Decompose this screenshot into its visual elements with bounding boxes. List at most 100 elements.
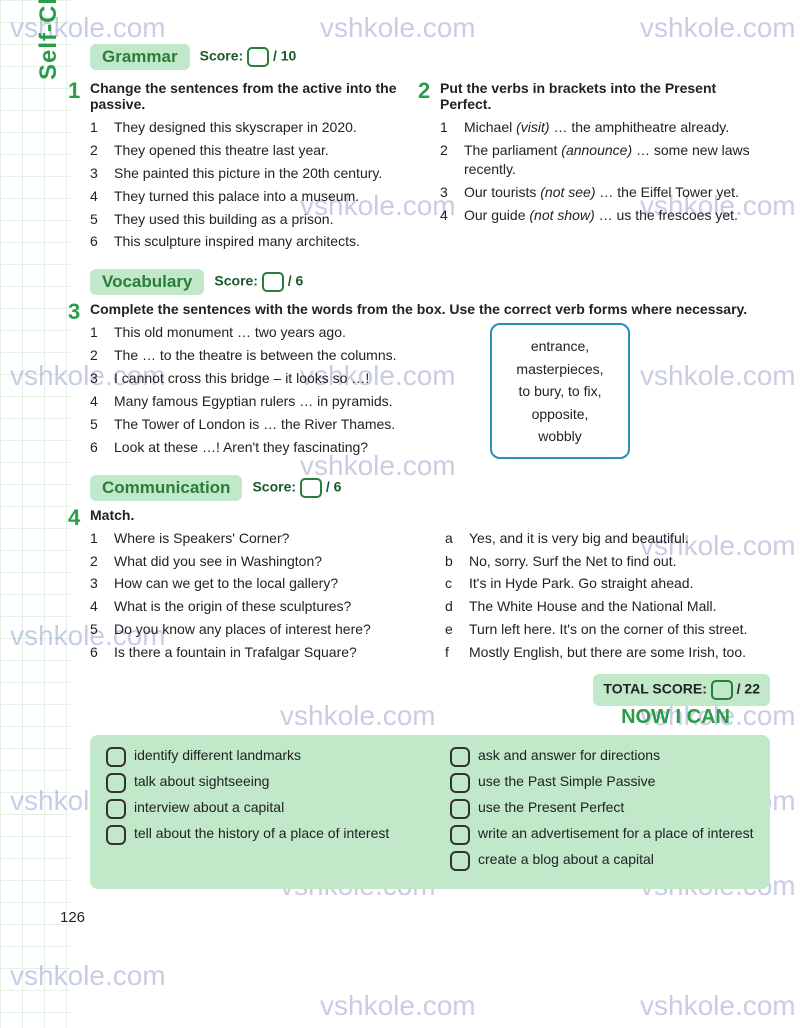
item-text: What is the origin of these sculptures? (114, 597, 415, 616)
exercise-instruction: Change the sentences from the active int… (90, 80, 420, 112)
item-text: Look at these …! Aren't they fascinating… (114, 438, 510, 457)
vocabulary-header: Vocabulary Score: / 6 (90, 269, 770, 295)
vocabulary-title: Vocabulary (90, 269, 204, 295)
list-item: 4 Our guide (not show) … us the frescoes… (440, 206, 770, 225)
match-question: 5 Do you know any places of interest her… (90, 620, 415, 639)
item-text: I cannot cross this bridge – it looks so… (114, 369, 510, 388)
item-letter: b (445, 552, 459, 571)
item-number: 6 (90, 643, 104, 662)
item-text: Yes, and it is very big and beautiful. (469, 529, 770, 548)
can-text: use the Past Simple Passive (478, 773, 655, 789)
score-label: Score: / 10 (200, 47, 297, 67)
item-number: 3 (90, 369, 104, 388)
checkbox[interactable] (106, 747, 126, 767)
item-number: 2 (90, 141, 104, 160)
can-item: interview about a capital (106, 799, 410, 819)
item-letter: d (445, 597, 459, 616)
list-item: 2 The parliament (announce) … some new l… (440, 141, 770, 179)
list-item: 6 Look at these …! Aren't they fascinati… (90, 438, 510, 457)
exercise-1: 1 Change the sentences from the active i… (90, 80, 420, 251)
item-number: 6 (90, 438, 104, 457)
can-item: ask and answer for directions (450, 747, 754, 767)
can-text: identify different landmarks (134, 747, 301, 763)
score-input-box[interactable] (262, 272, 284, 292)
checkbox[interactable] (450, 851, 470, 871)
score-input-box[interactable] (247, 47, 269, 67)
item-number: 2 (440, 141, 454, 179)
exercise-instruction: Put the verbs in brackets into the Prese… (440, 80, 770, 112)
grammar-header: Grammar Score: / 10 (90, 44, 770, 70)
item-letter: e (445, 620, 459, 639)
total-score: TOTAL SCORE: / 22 (593, 674, 770, 706)
checkbox[interactable] (106, 773, 126, 793)
item-number: 5 (90, 415, 104, 434)
can-item: use the Past Simple Passive (450, 773, 754, 793)
item-number: 2 (90, 552, 104, 571)
item-number: 1 (90, 118, 104, 137)
exercise-instruction: Match. (90, 507, 770, 523)
item-text: She painted this picture in the 20th cen… (114, 164, 420, 183)
item-number: 3 (90, 164, 104, 183)
match-question: 2 What did you see in Washington? (90, 552, 415, 571)
item-text: This old monument … two years ago. (114, 323, 510, 342)
checkbox[interactable] (450, 747, 470, 767)
exercise-number: 2 (418, 78, 430, 104)
item-number: 5 (90, 620, 104, 639)
item-text: Turn left here. It's on the corner of th… (469, 620, 770, 639)
match-question: 3 How can we get to the local gallery? (90, 574, 415, 593)
item-text: They designed this skyscraper in 2020. (114, 118, 420, 137)
list-item: 5 The Tower of London is … the River Tha… (90, 415, 510, 434)
page-number: 126 (60, 909, 770, 926)
now-i-can-box: identify different landmarks talk about … (90, 735, 770, 889)
exercise-instruction: Complete the sentences with the words fr… (90, 301, 770, 317)
checkbox[interactable] (106, 799, 126, 819)
item-text: Mostly English, but there are some Irish… (469, 643, 770, 662)
match-answer: e Turn left here. It's on the corner of … (445, 620, 770, 639)
item-number: 5 (90, 210, 104, 229)
match-answer: d The White House and the National Mall. (445, 597, 770, 616)
can-text: create a blog about a capital (478, 851, 654, 867)
item-number: 4 (440, 206, 454, 225)
exercise-2: 2 Put the verbs in brackets into the Pre… (440, 80, 770, 224)
score-input-box[interactable] (300, 478, 322, 498)
checkbox[interactable] (106, 825, 126, 845)
exercise-number: 4 (68, 505, 80, 531)
checkbox[interactable] (450, 825, 470, 845)
list-item: 3 Our tourists (not see) … the Eiffel To… (440, 183, 770, 202)
list-item: 1 They designed this skyscraper in 2020. (90, 118, 420, 137)
can-text: ask and answer for directions (478, 747, 660, 763)
item-text: Many famous Egyptian rulers … in pyramid… (114, 392, 510, 411)
watermark: vshkole.com (640, 990, 796, 1022)
list-item: 3 She painted this picture in the 20th c… (90, 164, 420, 183)
item-text: Where is Speakers' Corner? (114, 529, 415, 548)
list-item: 2 The … to the theatre is between the co… (90, 346, 510, 365)
exercise-number: 1 (68, 78, 80, 104)
can-item: identify different landmarks (106, 747, 410, 767)
total-score-input-box[interactable] (711, 680, 733, 700)
item-number: 4 (90, 597, 104, 616)
list-item: 2 They opened this theatre last year. (90, 141, 420, 160)
list-item: 4 Many famous Egyptian rulers … in pyram… (90, 392, 510, 411)
item-text: The … to the theatre is between the colu… (114, 346, 510, 365)
match-question: 1 Where is Speakers' Corner? (90, 529, 415, 548)
checkbox[interactable] (450, 773, 470, 793)
can-item: use the Present Perfect (450, 799, 754, 819)
now-i-can-title: NOW I CAN (90, 706, 730, 729)
list-item: 1 Michael (visit) … the amphitheatre alr… (440, 118, 770, 137)
item-number: 4 (90, 187, 104, 206)
list-item: 6 This sculpture inspired many architect… (90, 232, 420, 251)
can-text: tell about the history of a place of int… (134, 825, 389, 841)
list-item: 5 They used this building as a prison. (90, 210, 420, 229)
exercise-4: 4 Match. 1 Where is Speakers' Corner? 2 … (90, 507, 770, 666)
score-label: Score: / 6 (214, 272, 303, 292)
item-letter: f (445, 643, 459, 662)
can-item: tell about the history of a place of int… (106, 825, 410, 845)
watermark: vshkole.com (320, 990, 476, 1022)
item-number: 1 (90, 529, 104, 548)
item-text: They turned this palace into a museum. (114, 187, 420, 206)
communication-title: Communication (90, 475, 242, 501)
item-text: The parliament (announce) … some new law… (464, 141, 770, 179)
item-text: No, sorry. Surf the Net to find out. (469, 552, 770, 571)
checkbox[interactable] (450, 799, 470, 819)
item-text: They opened this theatre last year. (114, 141, 420, 160)
